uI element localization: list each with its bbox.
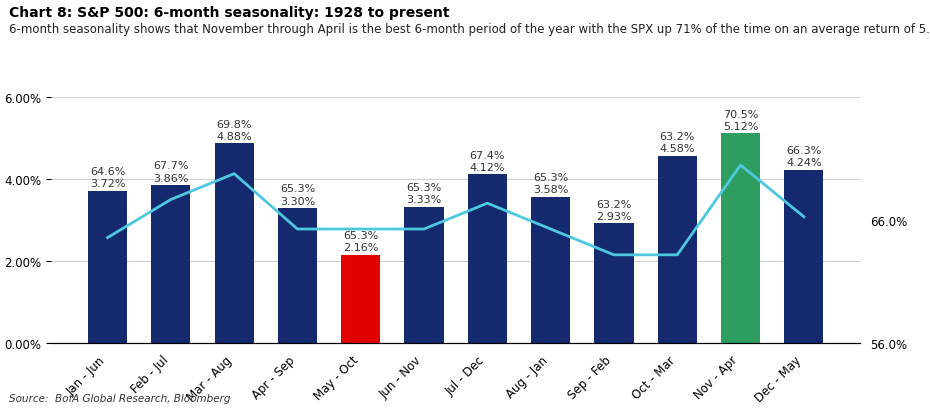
Text: 64.6%: 64.6%: [90, 167, 126, 177]
Text: 65.3%: 65.3%: [406, 183, 442, 193]
Text: 5.12%: 5.12%: [723, 122, 758, 132]
Text: 69.8%: 69.8%: [217, 119, 252, 129]
Bar: [594, 224, 633, 344]
Bar: [658, 156, 697, 344]
Bar: [278, 209, 317, 344]
Text: 4.58%: 4.58%: [659, 144, 695, 154]
Text: 65.3%: 65.3%: [280, 184, 315, 194]
Bar: [784, 170, 823, 344]
Text: 2.16%: 2.16%: [343, 243, 379, 253]
Bar: [341, 255, 380, 344]
Text: 4.88%: 4.88%: [217, 132, 252, 142]
Text: 66.3%: 66.3%: [786, 146, 821, 155]
Bar: [468, 175, 507, 344]
Text: 65.3%: 65.3%: [343, 231, 379, 240]
Text: 3.86%: 3.86%: [153, 173, 189, 183]
Text: 67.4%: 67.4%: [470, 151, 505, 160]
Text: 63.2%: 63.2%: [596, 199, 631, 209]
Text: 70.5%: 70.5%: [723, 110, 758, 119]
Text: 2.93%: 2.93%: [596, 211, 631, 221]
Text: Chart 8: S&P 500: 6-month seasonality: 1928 to present: Chart 8: S&P 500: 6-month seasonality: 1…: [9, 6, 450, 20]
Text: 3.58%: 3.58%: [533, 185, 568, 195]
Bar: [88, 191, 127, 344]
Text: Source:  BofA Global Research, Bloomberg: Source: BofA Global Research, Bloomberg: [9, 393, 231, 403]
Bar: [152, 186, 191, 344]
Bar: [215, 144, 254, 344]
Text: 4.12%: 4.12%: [470, 163, 505, 173]
Text: 63.2%: 63.2%: [659, 132, 695, 142]
Text: 3.30%: 3.30%: [280, 196, 315, 206]
Bar: [721, 134, 760, 344]
Text: 65.3%: 65.3%: [533, 173, 568, 182]
Bar: [531, 197, 570, 344]
Bar: [405, 207, 444, 344]
Text: 67.7%: 67.7%: [153, 161, 189, 171]
Text: 3.72%: 3.72%: [90, 179, 126, 189]
Text: 6-month seasonality shows that November through April is the best 6-month period: 6-month seasonality shows that November …: [9, 22, 930, 36]
Text: 4.24%: 4.24%: [786, 158, 822, 168]
Text: 3.33%: 3.33%: [406, 195, 442, 205]
